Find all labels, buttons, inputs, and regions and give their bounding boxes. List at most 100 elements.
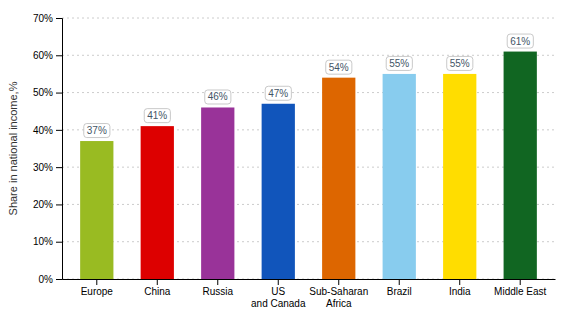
grid-line (62, 241, 555, 242)
y-tick: 30% (33, 162, 62, 173)
data-label-box (84, 124, 110, 138)
data-label-box (326, 60, 352, 74)
y-tick-mark (56, 242, 62, 243)
grid-line (62, 55, 555, 56)
x-tick-mark (459, 279, 460, 285)
bar (443, 74, 476, 279)
y-tick-mark (56, 204, 62, 205)
data-label-text: 41% (147, 110, 167, 121)
x-tick: Sub-SaharanAfrica (309, 279, 368, 309)
grid-line (62, 92, 555, 93)
y-tick-mark (56, 18, 62, 19)
y-tick: 60% (33, 50, 62, 61)
bar (201, 107, 234, 279)
plot: 0% 10% 20% 30% 40% 50% 60% 70% Europe China Russia… (33, 13, 556, 309)
grid (62, 18, 555, 279)
data-label: 41% (144, 109, 170, 123)
x-axis: Europe China Russia USand CanadaSub-Saharan… (63, 279, 556, 309)
y-tick: 20% (33, 199, 62, 210)
data-label: 55% (386, 56, 412, 70)
y-tick-mark (56, 55, 62, 56)
y-axis: 0% 10% 20% 30% 40% 50% 60% 70% (33, 13, 63, 285)
bar (383, 74, 416, 279)
x-axis-line (63, 279, 556, 280)
y-tick-label: 10% (33, 236, 53, 247)
data-label-box (447, 56, 473, 70)
x-tick-mark (278, 279, 279, 285)
x-tick-label-line: Africa (326, 298, 352, 309)
y-tick: 0% (39, 274, 62, 285)
data-label-box (205, 90, 231, 104)
bar (322, 78, 355, 279)
x-tick: USand Canada (251, 279, 306, 309)
data-label-box (265, 86, 291, 100)
data-label-box (144, 109, 170, 123)
y-tick: 40% (33, 125, 62, 136)
grid-line (62, 279, 555, 280)
y-tick-mark (56, 279, 62, 280)
x-tick-label: Russia (202, 286, 233, 297)
x-tick-mark (399, 279, 400, 285)
y-tick-label: 30% (33, 162, 53, 173)
x-tick-label-line: Brazil (387, 286, 412, 297)
data-label-text: 55% (450, 58, 470, 69)
x-tick-label-line: and Canada (251, 298, 306, 309)
x-tick-label-line: India (449, 286, 471, 297)
y-tick-label: 60% (33, 50, 53, 61)
x-tick-mark (157, 279, 158, 285)
y-tick-label: 70% (33, 13, 53, 24)
x-tick: Russia (202, 279, 233, 297)
grid-line (62, 18, 555, 19)
data-label-text: 47% (268, 88, 288, 99)
x-tick-mark (520, 279, 521, 285)
y-tick: 70% (33, 13, 62, 24)
y-tick: 10% (33, 236, 62, 247)
x-tick-label: Europe (81, 286, 114, 297)
y-tick-mark (56, 130, 62, 131)
y-tick-label: 20% (33, 199, 53, 210)
x-tick-label: USand Canada (251, 286, 306, 309)
x-tick-label: India (449, 286, 471, 297)
bar (504, 52, 537, 279)
x-tick-label-line: Middle East (494, 286, 546, 297)
x-tick-label: China (144, 286, 171, 297)
y-tick: 50% (33, 87, 62, 98)
y-tick-label: 50% (33, 87, 53, 98)
data-labels: 37% 41% 46% 47% 54% 55% 55% 61% (84, 34, 534, 137)
x-tick-label-line: US (271, 286, 285, 297)
data-label: 47% (265, 86, 291, 100)
x-tick: Middle East (494, 279, 546, 297)
bar (80, 141, 113, 279)
y-tick-label: 40% (33, 125, 53, 136)
grid-line (62, 204, 555, 205)
x-tick-label-line: China (144, 286, 171, 297)
x-tick-label-line: Europe (81, 286, 114, 297)
x-tick-mark (217, 279, 218, 285)
data-label-text: 54% (329, 62, 349, 73)
data-label: 46% (205, 90, 231, 104)
y-tick-label: 0% (39, 274, 54, 285)
bars (80, 52, 537, 279)
data-label: 54% (326, 60, 352, 74)
x-tick-label: Middle East (494, 286, 546, 297)
data-label-box (507, 34, 533, 48)
x-tick: Brazil (387, 279, 412, 297)
y-axis-line (56, 19, 63, 280)
y-tick-mark (56, 93, 62, 94)
y-axis-title: Share in national income,% (7, 81, 19, 215)
data-label-text: 46% (208, 91, 228, 102)
data-label-text: 61% (510, 36, 530, 47)
grid-line (62, 167, 555, 168)
x-tick-mark (96, 279, 97, 285)
data-label: 61% (507, 34, 533, 48)
chart: 0% 10% 20% 30% 40% 50% 60% 70% Europe China Russia… (0, 0, 565, 319)
y-tick-mark (56, 167, 62, 168)
grid-line (62, 129, 555, 130)
x-tick-mark (338, 279, 339, 285)
x-tick-label: Sub-SaharanAfrica (309, 286, 368, 309)
data-label-text: 37% (87, 125, 107, 136)
x-tick: China (144, 279, 171, 297)
bar (262, 104, 295, 279)
x-tick-label-line: Russia (202, 286, 233, 297)
data-label-text: 55% (389, 58, 409, 69)
